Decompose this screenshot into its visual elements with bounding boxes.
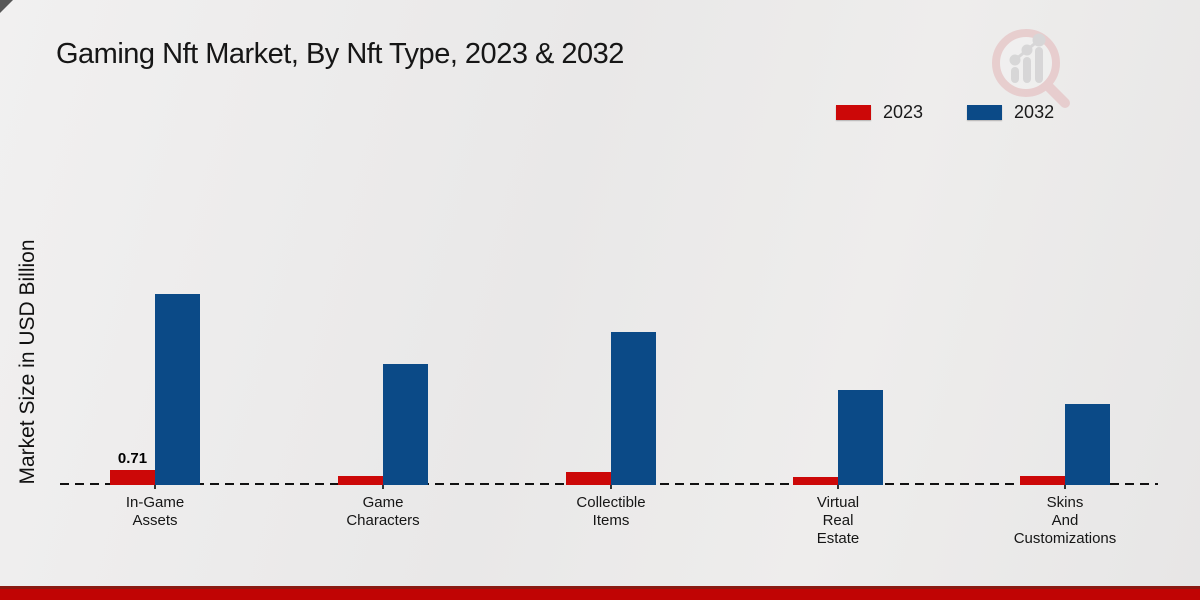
x-axis-label-game-characters: Game Characters [346,494,420,529]
legend-swatch-2032 [967,105,1003,120]
corner-accent-triangle [0,0,13,13]
legend-item-2032: 2032 [967,102,1054,123]
chart-title: Gaming Nft Market, By Nft Type, 2023 & 2… [56,38,624,70]
legend-label-2023: 2023 [883,102,924,122]
bar-2032-skins-and-customizations [1065,404,1110,485]
bar-2032-in-game-assets [155,294,200,485]
bar-2023-collectible-items [566,472,611,485]
bottom-red-band [0,586,1200,600]
bar-2023-skins-and-customizations [1020,476,1065,485]
x-axis-label-skins-and-customizations: Skins And Customizations [1013,494,1117,547]
legend-item-2023: 2023 [836,102,923,123]
bar-2032-collectible-items [611,332,656,485]
y-axis-label: Market Size in USD Billion [16,239,39,485]
bar-2032-virtual-real-estate [838,390,883,485]
bar-2023-virtual-real-estate [793,477,838,485]
x-axis-label-collectible-items: Collectible Items [576,494,646,529]
x-axis-tick [610,484,612,489]
plot-area: In-Game Assets Game Characters Collectible It… [60,270,1158,547]
x-axis-tick [1064,484,1066,489]
legend: 2023 2032 [836,102,1054,123]
data-label-2023: 0.71 [117,450,148,467]
x-axis-tick [382,484,384,489]
x-axis-label-virtual-real-estate: Virtual Real Estate [816,494,860,547]
bar-2023-game-characters [338,476,383,485]
x-axis-tick [154,484,156,489]
x-axis-label-in-game-assets: In-Game Assets [125,494,185,529]
bar-2023-in-game-assets [110,470,155,485]
legend-swatch-2023 [836,105,871,120]
bar-2032-game-characters [383,364,428,485]
magnifier-bar-chart-logo [992,29,1070,108]
x-axis-tick [837,484,839,489]
legend-label-2032: 2032 [1014,102,1055,122]
